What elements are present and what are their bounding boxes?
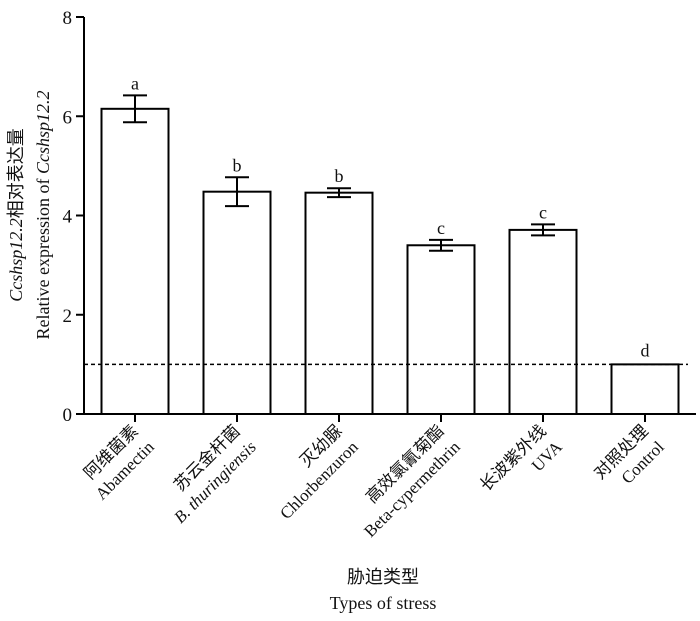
y-axis-gene-name: Ccshsp12.2 [6,218,26,302]
bar [304,191,374,415]
y-tick-label: 4 [63,207,73,228]
y-tick-label: 8 [63,8,73,29]
x-axis-title-zh: 胁迫类型 [347,567,419,587]
significance-label: b [233,155,242,175]
y-axis-title-zh: 相对表达量 [6,128,26,218]
y-axis-title-en: Relative expression of [33,174,53,339]
y-axis-title-line2: Relative expression of Ccshsp12.2 [33,91,53,340]
y-tick-label: 2 [63,306,73,327]
y-tick-label: 6 [63,107,73,128]
y-tick-label: 0 [63,405,73,426]
significance-label: c [437,218,445,238]
bar [406,244,476,415]
bar [610,363,680,415]
bar [508,228,578,415]
significance-label: d [641,340,650,360]
significance-label: c [539,202,547,222]
y-axis-gene-name-2: Ccshsp12.2 [33,91,53,175]
significance-label: b [335,166,344,186]
bar [202,190,272,415]
y-axis-title-line1: Ccshsp12.2相对表达量 [6,128,26,302]
significance-label: a [131,73,139,93]
bar [100,107,170,416]
x-axis-title-en: Types of stress [330,593,437,613]
